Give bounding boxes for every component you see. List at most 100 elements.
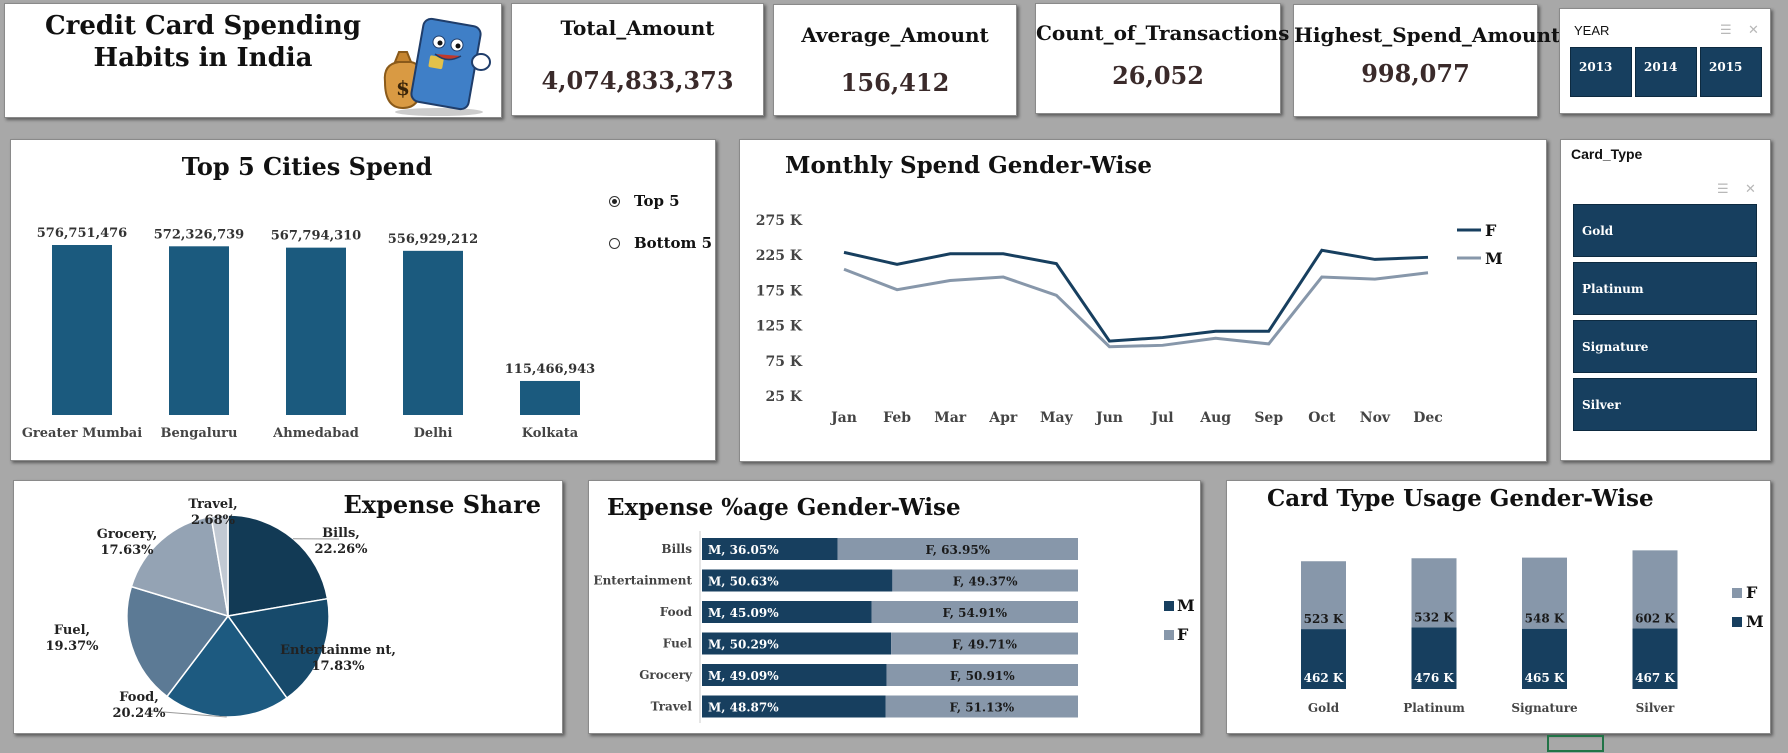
bar <box>169 246 229 415</box>
year-button-2013[interactable]: 2013 <box>1570 47 1632 97</box>
data-label: 467 K <box>1635 671 1675 685</box>
card-button-gold[interactable]: Gold <box>1573 204 1757 257</box>
bar-segment-f <box>1632 550 1678 629</box>
legend-label: M <box>1177 596 1195 615</box>
kpi-label: Highest_Spend_Amount <box>1294 23 1561 47</box>
pie-slice <box>130 515 229 618</box>
category-label: Gold <box>1308 701 1340 715</box>
card-type-slicer: Card_Type ☰ ✕ Gold Platinum Signature Si… <box>1560 139 1771 461</box>
data-label: 556,929,212 <box>388 232 478 247</box>
slice-label: Entertainme nt, <box>280 643 396 658</box>
category-label: Bills <box>661 542 692 556</box>
radio-top5[interactable]: Top 5 <box>609 192 680 210</box>
category-label: Bengaluru <box>161 426 238 441</box>
bar-segment-f <box>871 601 1078 623</box>
multi-select-icon[interactable]: ☰ <box>1720 23 1732 38</box>
card-button-signature[interactable]: Signature <box>1573 320 1757 373</box>
bar-segment-m <box>702 538 838 560</box>
card-slicer-header: Card_Type <box>1571 146 1643 162</box>
slice-label: Grocery, <box>97 527 158 542</box>
x-tick-label: Apr <box>988 410 1018 426</box>
kpi-total-amount: Total_Amount 4,074,833,373 <box>511 3 764 116</box>
category-label: Delhi <box>414 426 453 441</box>
card-button-silver[interactable]: Silver <box>1573 378 1757 431</box>
x-tick-label: May <box>1040 410 1074 426</box>
year-slicer: YEAR ☰ ✕ 2013 2014 2015 <box>1559 8 1771 114</box>
expense-share-card: Expense Share Bills, 22.26% Entertainme nt,… <box>13 480 563 734</box>
data-label: 602 K <box>1635 611 1675 625</box>
selected-cell[interactable] <box>1547 735 1604 752</box>
monthly-spend-card: Monthly Spend Gender-Wise 25 K 75 K 125 K 17… <box>739 139 1547 462</box>
category-label: Entertainment <box>593 574 692 588</box>
category-label: Travel <box>651 700 693 714</box>
y-tick-label: 175 K <box>756 283 803 299</box>
leader-line <box>150 710 227 718</box>
radio-selected-icon[interactable] <box>609 195 620 207</box>
data-label: 572,326,739 <box>154 227 244 242</box>
pie-slice <box>227 514 329 617</box>
x-tick-label: Jul <box>1149 410 1173 426</box>
x-tick-label: Feb <box>883 410 911 426</box>
chart-title: Card Type Usage Gender-Wise <box>1267 485 1654 512</box>
svg-text:$: $ <box>396 76 410 100</box>
data-label: M, 45.09% <box>708 606 779 620</box>
legend-label: M <box>1746 612 1764 631</box>
bar-segment-m <box>702 632 892 655</box>
top-cities-card: Top 5 Cities Spend 576,751,476 Greater Mum… <box>10 139 716 461</box>
series-line-m <box>843 267 1429 349</box>
legend-label: F <box>1746 583 1758 602</box>
top-cities-chart: Top 5 Cities Spend 576,751,476 Greater Mum… <box>22 152 595 441</box>
bar-segment-m <box>1632 628 1678 689</box>
y-tick-label: 275 K <box>756 213 803 229</box>
legend-label: F <box>1177 625 1189 644</box>
data-label: F, 49.71% <box>952 638 1017 652</box>
chart-title: Monthly Spend Gender-Wise <box>785 152 1152 179</box>
data-label: 576,751,476 <box>37 226 127 241</box>
legend-swatch <box>1164 630 1174 640</box>
expense-gender-card: Expense %age Gender-Wise Bills M, 36.05% F,… <box>588 480 1201 734</box>
card-usage-card: Card Type Usage Gender-Wise 462 K 523 K Gol… <box>1226 480 1771 734</box>
bar-segment-f <box>891 632 1078 655</box>
kpi-value: 26,052 <box>1112 61 1204 90</box>
x-tick-label: Aug <box>1199 410 1231 426</box>
data-label: 115,466,943 <box>505 362 595 377</box>
x-tick-label: Jun <box>1094 410 1123 426</box>
radio-bottom5[interactable]: Bottom 5 <box>609 234 712 252</box>
clear-filter-icon[interactable]: ✕ <box>1748 23 1759 38</box>
chart-title: Top 5 Cities Spend <box>182 152 433 181</box>
legend-label: M <box>1485 249 1503 268</box>
bar <box>403 250 463 415</box>
multi-select-icon[interactable]: ☰ <box>1717 182 1729 197</box>
legend-swatch <box>1732 617 1742 627</box>
data-label: M, 49.09% <box>708 669 779 683</box>
category-label: Silver <box>1636 701 1675 715</box>
slice-pct: 19.37% <box>45 639 99 654</box>
bar-segment-m <box>702 569 893 592</box>
bar-segment-m <box>702 664 887 686</box>
category-label: Kolkata <box>522 426 579 441</box>
bar <box>52 245 112 415</box>
bar-segment-f <box>1301 561 1346 630</box>
kpi-value: 156,412 <box>840 68 950 97</box>
category-label: Ahmedabad <box>272 426 359 441</box>
bar-segment-f <box>1522 557 1567 629</box>
monthly-spend-chart: Monthly Spend Gender-Wise 25 K 75 K 125 K 17… <box>756 152 1503 426</box>
data-label: 567,794,310 <box>271 229 361 244</box>
x-tick-label: Jan <box>829 410 857 426</box>
bar-segment-m <box>702 601 872 623</box>
slice-pct: 22.26% <box>314 542 368 557</box>
pie-slice <box>226 597 330 700</box>
slice-pct: 20.24% <box>112 706 166 721</box>
clear-filter-icon[interactable]: ✕ <box>1745 182 1756 197</box>
data-label: 532 K <box>1414 610 1454 624</box>
expense-share-chart: Expense Share Bills,22.26% Entertainme nt,… <box>45 490 541 721</box>
data-label: F, 63.95% <box>925 543 990 557</box>
year-button-2014[interactable]: 2014 <box>1635 47 1697 97</box>
year-button-2015[interactable]: 2015 <box>1700 47 1762 97</box>
bar-segment-m <box>1411 627 1457 689</box>
data-label: 523 K <box>1304 612 1344 626</box>
card-button-platinum[interactable]: Platinum <box>1573 262 1757 315</box>
data-label: M, 50.63% <box>708 575 779 589</box>
radio-unselected-icon[interactable] <box>609 237 620 249</box>
category-label: Grocery <box>639 668 693 682</box>
